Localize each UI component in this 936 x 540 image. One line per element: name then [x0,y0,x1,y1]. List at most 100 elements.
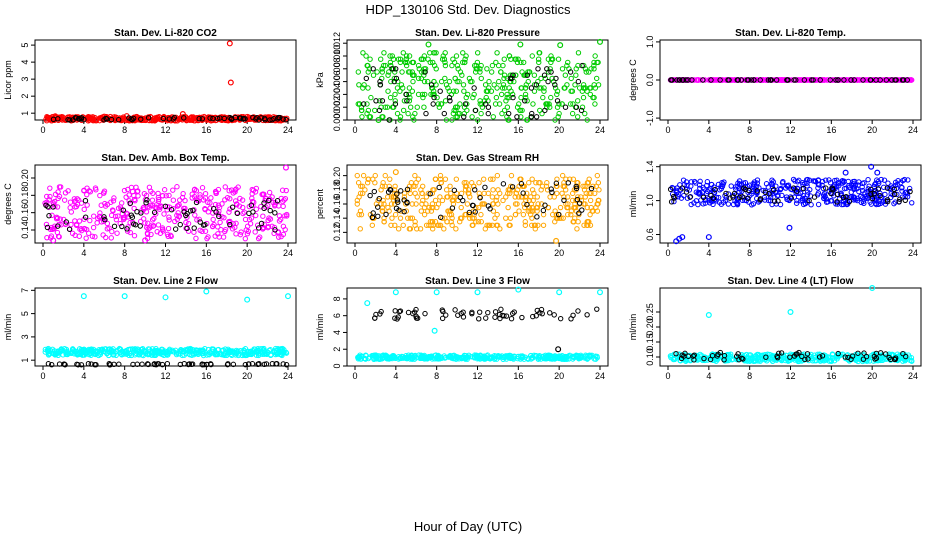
data-point [436,184,442,191]
data-point [404,98,410,104]
data-point [531,190,537,197]
data-point [570,176,577,182]
data-point [684,195,691,201]
data-point [528,356,534,362]
data-point [542,202,548,208]
data-point [793,200,800,206]
data-point [85,361,92,367]
x-tick-label: 16 [826,248,836,258]
data-point [395,78,401,85]
data-point [594,306,600,312]
data-point [496,101,503,107]
data-point [565,180,571,186]
data-point [476,180,482,186]
x-tick-label: 12 [160,248,170,258]
data-point [892,191,898,198]
data-point [460,309,466,315]
data-point [55,116,61,122]
data-point [875,186,882,192]
data-point [463,180,469,186]
data-point [67,205,73,211]
data-point [466,209,473,216]
data-point [516,208,522,214]
data-point [811,352,818,358]
data-point [695,201,701,208]
data-point [279,187,286,193]
x-tick-label: 4 [81,248,86,258]
data-point [823,185,829,191]
data-point [899,77,906,83]
data-point [470,94,476,101]
figure-title: HDP_130106 Std. Dev. Diagnostics [366,2,571,17]
data-point [585,222,591,228]
data-point [87,189,94,195]
data-point [884,185,891,191]
data-point [54,204,61,210]
data-point [478,219,484,225]
data-point [482,101,489,107]
data-point [165,225,172,232]
data-point [449,62,455,69]
data-point [400,222,406,228]
data-point [248,202,255,208]
data-point [685,353,692,359]
data-point [177,347,184,354]
y-tick-label: 0.18 [20,187,30,205]
data-point [549,75,555,82]
data-point [488,88,495,94]
data-point [141,190,148,197]
data-point [389,104,396,110]
data-point [474,59,481,66]
data-point [848,77,854,83]
data-point [382,183,388,189]
data-point [397,88,403,94]
data-point [500,82,507,88]
data-point [584,117,590,123]
data-point [387,176,393,182]
data-point [447,98,453,104]
data-point [450,194,456,200]
x-tick-label: 16 [201,248,211,258]
data-point [46,213,52,219]
data-point [553,183,560,189]
data-point [65,188,71,194]
data-point [193,188,200,194]
x-tick-label: 8 [434,125,439,135]
data-point [475,219,482,225]
y-tick-label: 0.16 [20,204,30,222]
data-point [407,104,414,110]
data-point [44,118,50,124]
data-point [391,75,398,82]
data-point [379,353,386,359]
data-point [476,316,482,322]
y-tick-label: 0.6 [645,228,655,241]
data-point [378,187,384,193]
data-point [587,91,594,98]
data-point [390,56,397,62]
data-point [503,313,510,319]
data-point [142,237,149,244]
data-point [557,42,564,49]
data-point [696,182,703,188]
data-point [237,195,243,202]
data-point [400,353,406,360]
data-point [497,190,503,197]
x-tick-label: 24 [908,371,918,381]
data-point [56,361,63,367]
data-point [456,78,462,85]
data-point [509,355,515,361]
data-point [704,179,711,185]
data-point [407,190,413,197]
data-point [670,193,677,200]
data-point [811,194,818,200]
data-point [448,211,455,218]
data-point [810,178,817,184]
chart-title: Stan. Dev. Li-820 CO2 [114,28,217,39]
data-point [718,185,725,192]
data-point [533,114,540,120]
data-point [357,226,363,232]
data-point [433,66,439,72]
data-point [373,98,379,104]
y-tick-label: -1.0 [645,110,655,126]
data-point [534,208,540,214]
